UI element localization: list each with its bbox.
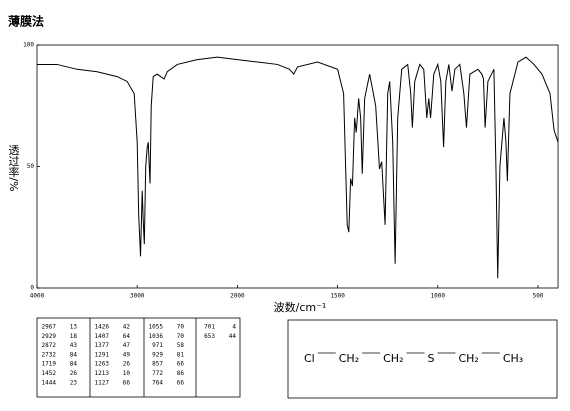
peak-wavenumber: 2929 xyxy=(42,333,57,340)
peak-transmittance: 4 xyxy=(232,324,236,331)
peak-transmittance: 49 xyxy=(123,351,131,358)
peak-wavenumber: 653 xyxy=(204,333,215,340)
peak-transmittance: 84 xyxy=(70,351,78,358)
peak-transmittance: 26 xyxy=(70,370,78,377)
formula-group: CH₂ xyxy=(339,352,359,365)
peak-transmittance: 66 xyxy=(123,379,131,386)
peak-transmittance: 10 xyxy=(123,370,131,377)
peak-wavenumber: 1213 xyxy=(95,370,110,377)
peak-wavenumber: 971 xyxy=(152,342,163,349)
peak-wavenumber: 1036 xyxy=(149,333,164,340)
y-tick-label: 100 xyxy=(23,42,34,49)
peak-wavenumber: 1452 xyxy=(42,370,57,377)
peak-wavenumber: 2732 xyxy=(42,351,57,358)
x-tick-label: 2000 xyxy=(230,293,245,300)
peak-transmittance: 18 xyxy=(70,333,78,340)
formula-group: CH₂ xyxy=(458,352,478,365)
spectrum-line xyxy=(37,56,559,279)
peak-transmittance: 64 xyxy=(123,333,131,340)
peak-wavenumber: 929 xyxy=(152,351,163,358)
chart-title: 薄膜法 xyxy=(8,14,44,29)
peak-transmittance: 42 xyxy=(123,324,131,331)
peak-wavenumber: 764 xyxy=(152,379,163,386)
peak-transmittance: 47 xyxy=(123,342,131,349)
peak-transmittance: 70 xyxy=(177,333,185,340)
formula-frame xyxy=(287,319,558,399)
peak-wavenumber: 1291 xyxy=(95,351,110,358)
peak-transmittance: 66 xyxy=(177,379,185,386)
peak-wavenumber: 2872 xyxy=(42,342,57,349)
peak-wavenumber: 1407 xyxy=(95,333,110,340)
peak-transmittance: 86 xyxy=(177,370,185,377)
peak-wavenumber: 1426 xyxy=(95,324,110,331)
peak-wavenumber: 857 xyxy=(152,361,163,368)
peak-transmittance: 81 xyxy=(177,351,185,358)
peak-wavenumber: 1127 xyxy=(95,379,110,386)
peak-transmittance: 26 xyxy=(123,361,131,368)
x-axis-label: 波数/cm⁻¹ xyxy=(274,301,327,314)
peak-transmittance: 58 xyxy=(177,342,185,349)
peak-transmittance: 66 xyxy=(177,361,185,368)
peak-transmittance: 23 xyxy=(70,379,78,386)
peak-transmittance: 70 xyxy=(177,324,185,331)
formula-group: S xyxy=(428,352,435,365)
formula-group: CH₃ xyxy=(503,352,523,365)
peak-wavenumber: 772 xyxy=(152,370,163,377)
peak-wavenumber: 1055 xyxy=(149,324,164,331)
peak-transmittance: 13 xyxy=(70,324,78,331)
x-tick-label: 4000 xyxy=(30,293,45,300)
peak-transmittance: 43 xyxy=(70,342,78,349)
peak-wavenumber: 701 xyxy=(204,324,215,331)
x-tick-label: 1500 xyxy=(330,293,345,300)
peak-wavenumber: 1719 xyxy=(42,361,57,368)
peak-transmittance: 84 xyxy=(70,361,78,368)
peak-table-frame xyxy=(36,317,241,398)
formula-group: Cl xyxy=(304,352,315,365)
y-tick-label: 50 xyxy=(27,163,35,170)
x-tick-label: 3000 xyxy=(130,293,145,300)
peak-wavenumber: 1263 xyxy=(95,361,110,368)
y-axis-label: 透过率/% xyxy=(7,144,20,191)
plot-frame xyxy=(36,44,559,289)
peak-wavenumber: 1444 xyxy=(42,379,57,386)
peak-wavenumber: 1377 xyxy=(95,342,110,349)
y-tick-label: 0 xyxy=(30,285,34,292)
x-tick-label: 500 xyxy=(533,293,544,300)
peak-wavenumber: 2967 xyxy=(42,324,57,331)
x-tick-label: 1000 xyxy=(431,293,446,300)
peak-transmittance: 44 xyxy=(229,333,237,340)
formula-group: CH₂ xyxy=(383,352,403,365)
